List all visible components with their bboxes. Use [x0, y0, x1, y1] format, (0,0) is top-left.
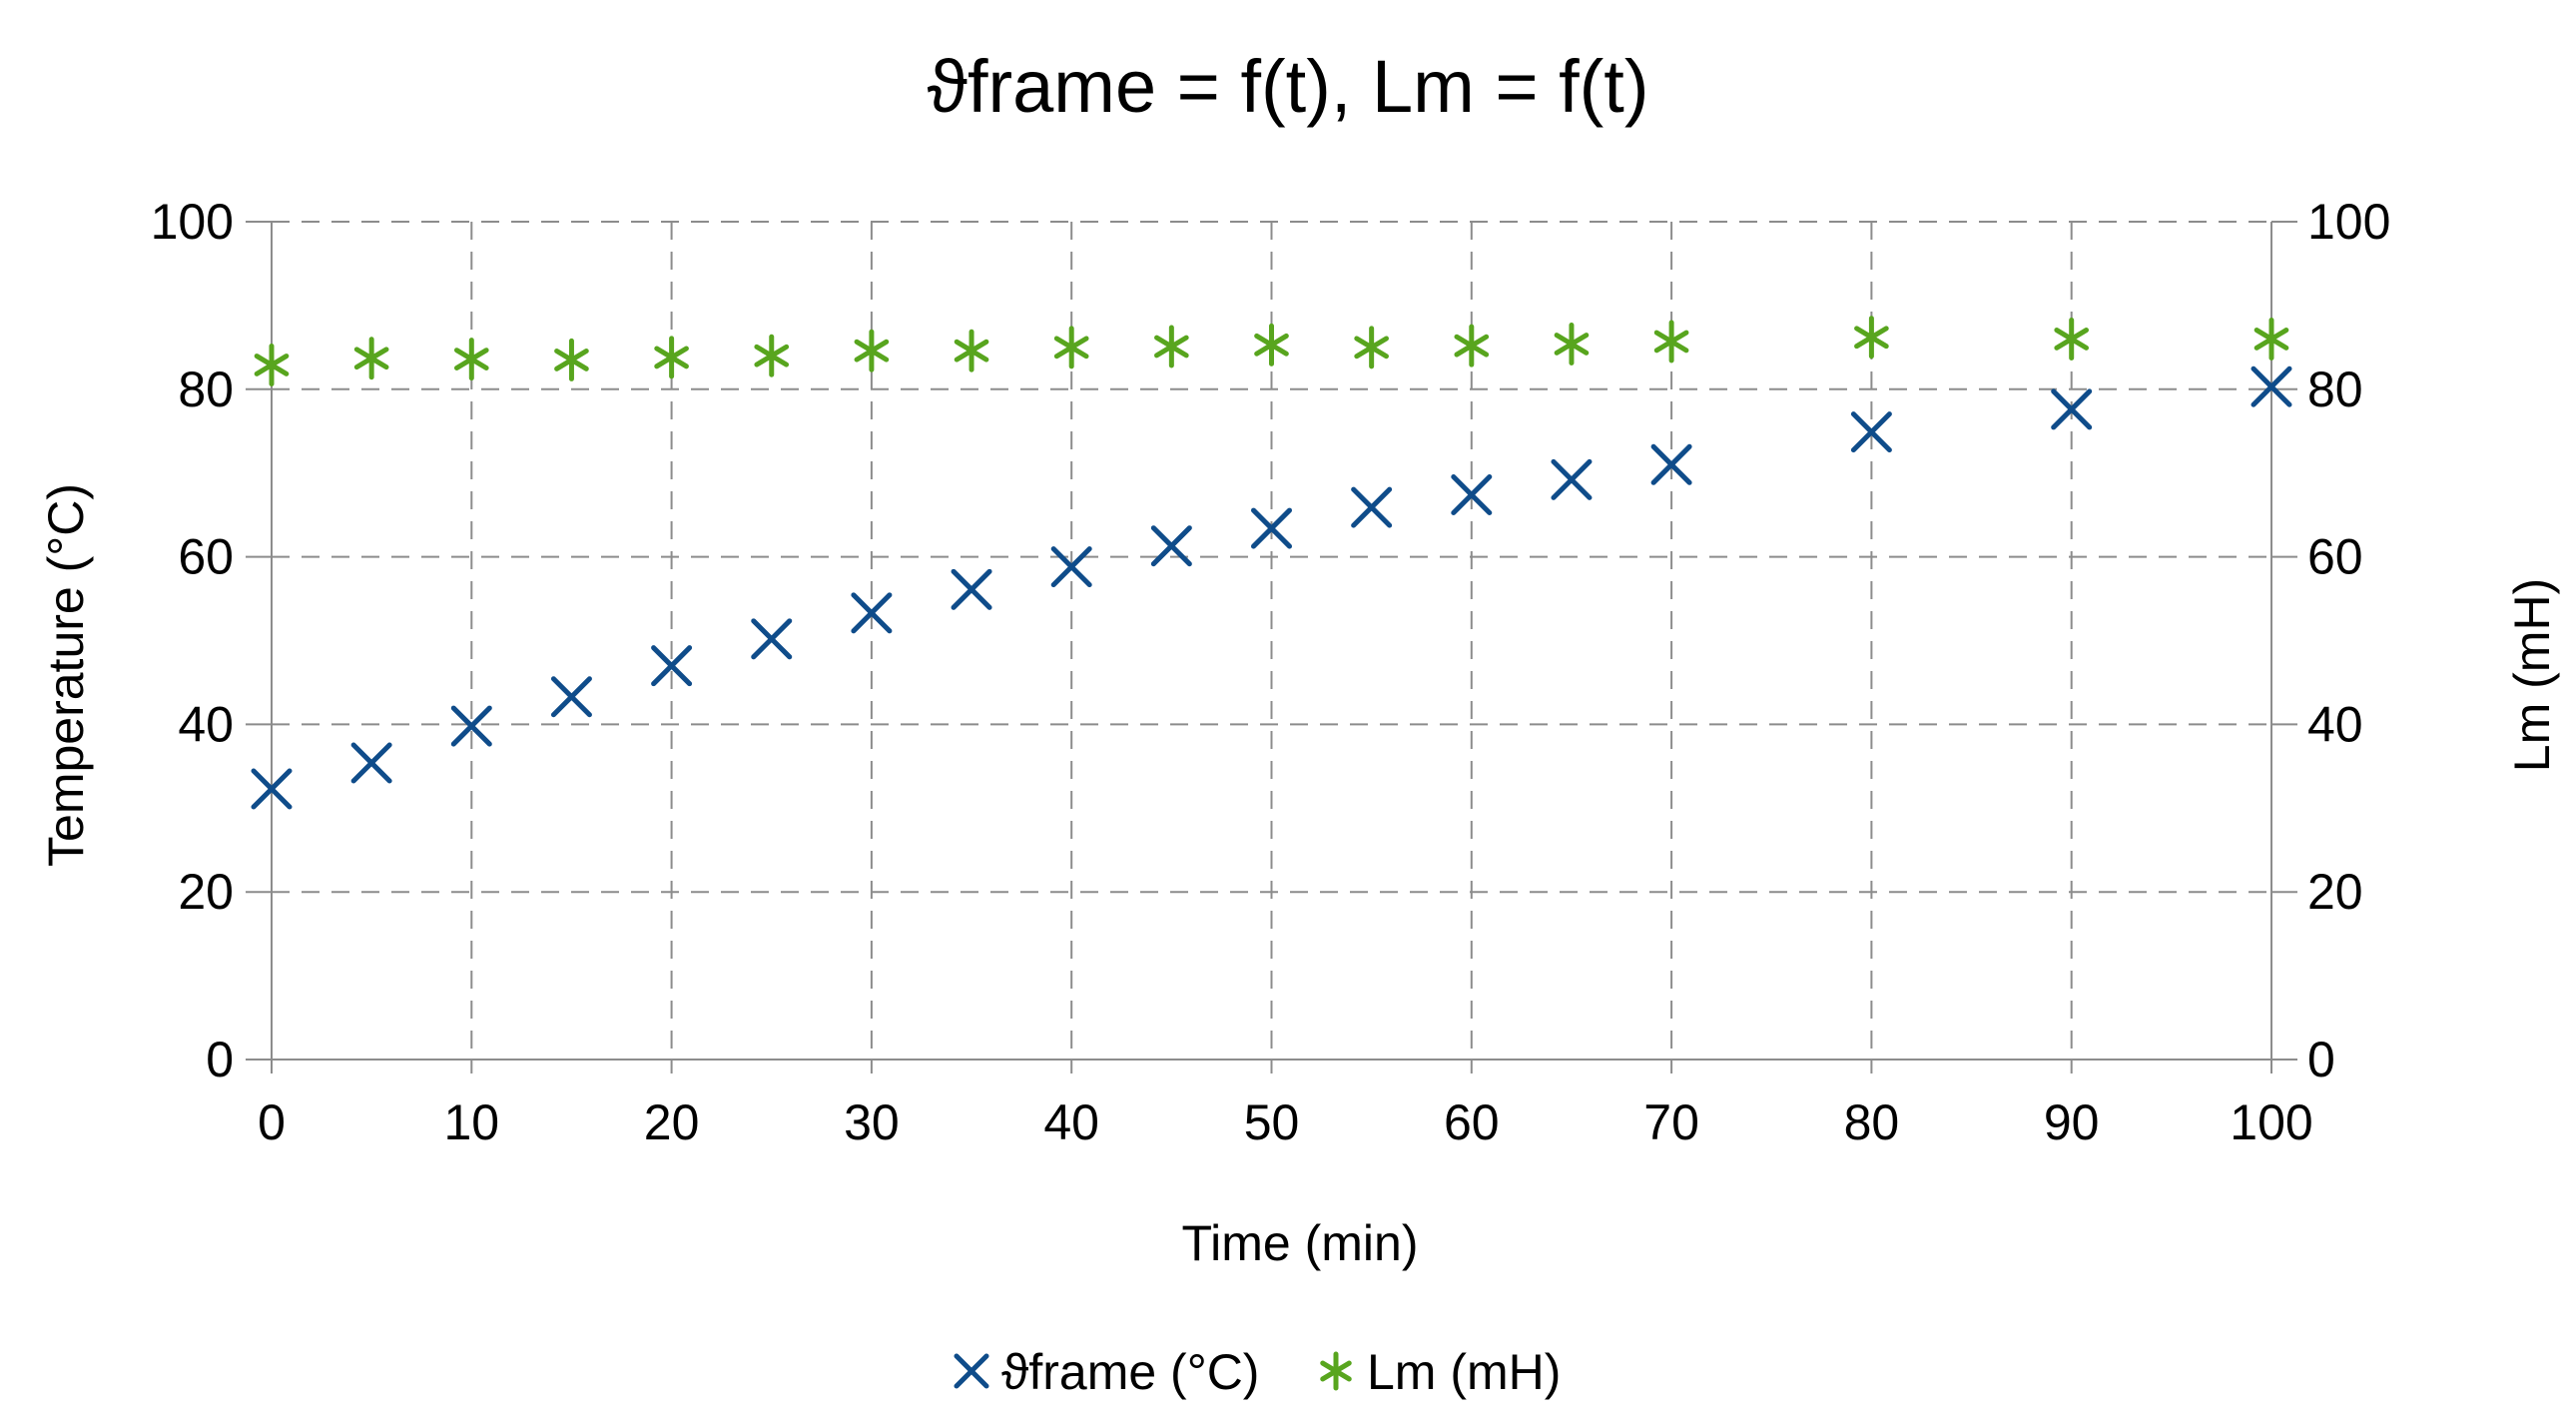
data-point-lm: [1254, 323, 1289, 366]
data-point-lm: [254, 343, 290, 386]
data-point-lm: [1454, 324, 1490, 367]
x-tick-label: 90: [2044, 1094, 2100, 1150]
data-point-lm: [1154, 325, 1189, 368]
x-tick-label: 80: [1844, 1094, 1900, 1150]
tick-labels: 0 10 20 30 40 50 60 70 80 90 100 0 20 40 60 80 100 0 20 40 6…: [151, 194, 2391, 1150]
y-axis-title-right: Lm (mH): [2504, 578, 2560, 772]
legend-label-theta-frame: ϑframe (°C): [1001, 1344, 1259, 1400]
y-left-tick-label: 60: [178, 529, 234, 585]
data-point-theta-frame: [1650, 443, 1692, 485]
grid: [272, 221, 2271, 1060]
data-point-lm: [353, 337, 389, 380]
x-tick-label: 50: [1244, 1094, 1300, 1150]
data-point-theta-frame: [1251, 507, 1292, 549]
data-point-theta-frame: [251, 768, 293, 810]
x-axis-title: Time (min): [1181, 1215, 1418, 1271]
data-series: [251, 316, 2292, 810]
y-right-tick-label: 40: [2307, 696, 2363, 752]
data-point-theta-frame: [550, 676, 592, 718]
data-point-theta-frame: [951, 568, 992, 610]
data-point-lm: [2254, 317, 2289, 360]
x-tick-label: 70: [1643, 1094, 1699, 1150]
x-tick-label: 30: [844, 1094, 900, 1150]
x-tick-label: 10: [443, 1094, 499, 1150]
legend-marker-lm: [1320, 1351, 1352, 1391]
data-point-theta-frame: [1551, 458, 1593, 500]
x-tick-label: 20: [644, 1094, 700, 1150]
data-point-theta-frame: [450, 705, 492, 747]
legend-marker-theta-frame: [954, 1353, 989, 1389]
legend: ϑframe (°C) Lm (mH): [954, 1344, 1561, 1400]
data-point-theta-frame: [1050, 546, 1092, 588]
data-point-lm: [954, 329, 989, 372]
legend-star-marker: [1320, 1351, 1352, 1391]
data-point-lm: [554, 338, 589, 381]
y-right-tick-label: 80: [2307, 361, 2363, 417]
y-left-tick-label: 20: [178, 864, 234, 920]
data-point-lm: [1554, 322, 1590, 365]
y-right-tick-label: 20: [2307, 864, 2363, 920]
data-point-lm: [754, 334, 790, 377]
data-point-theta-frame: [2051, 388, 2093, 430]
data-point-lm: [654, 336, 689, 379]
legend-x-marker: [954, 1353, 989, 1389]
y-right-tick-label: 100: [2307, 194, 2390, 250]
y-left-tick-label: 80: [178, 361, 234, 417]
y-right-tick-label: 0: [2307, 1032, 2335, 1087]
x-tick-label: 0: [258, 1094, 286, 1150]
y-left-tick-label: 0: [206, 1032, 234, 1087]
data-point-theta-frame: [751, 618, 793, 660]
data-point-lm: [1354, 326, 1389, 369]
y-axis-title-left: Temperature (°C): [38, 483, 94, 867]
data-point-lm: [854, 329, 890, 372]
data-point-lm: [2054, 317, 2090, 360]
y-left-tick-label: 40: [178, 696, 234, 752]
data-point-theta-frame: [851, 592, 893, 634]
x-tick-label: 60: [1444, 1094, 1500, 1150]
x-tick-label: 100: [2230, 1094, 2312, 1150]
data-point-theta-frame: [2251, 365, 2292, 407]
data-point-lm: [1854, 316, 1889, 359]
data-point-theta-frame: [1451, 474, 1493, 516]
data-point-lm: [453, 338, 489, 381]
data-point-theta-frame: [1351, 486, 1393, 528]
data-point-theta-frame: [651, 645, 693, 687]
x-tick-label: 40: [1043, 1094, 1099, 1150]
y-left-tick-label: 100: [151, 194, 234, 250]
data-point-lm: [1053, 326, 1089, 369]
data-point-theta-frame: [1150, 525, 1192, 567]
data-point-theta-frame: [350, 742, 392, 784]
data-point-lm: [1653, 320, 1689, 363]
y-right-tick-label: 60: [2307, 529, 2363, 585]
legend-label-lm: Lm (mH): [1367, 1344, 1561, 1400]
data-point-theta-frame: [1850, 411, 1892, 453]
chart-title: ϑframe = f(t), Lm = f(t): [927, 45, 1648, 128]
